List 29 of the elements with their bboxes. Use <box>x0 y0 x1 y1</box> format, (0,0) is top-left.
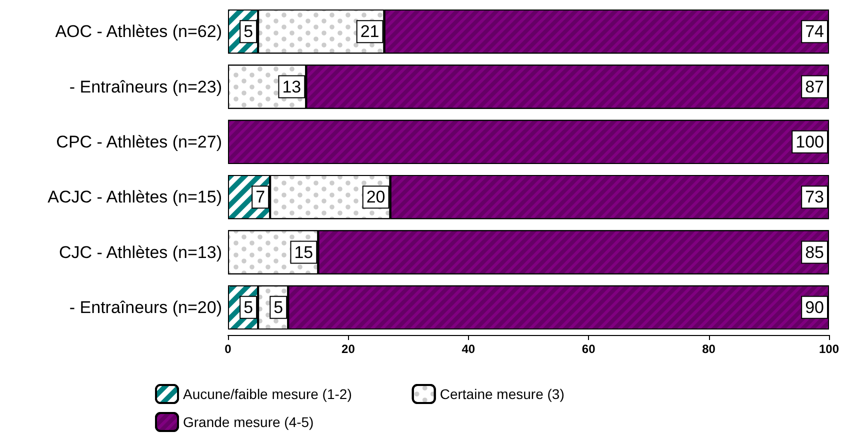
y-tick-label: - Entraîneurs (n=20) <box>69 298 222 317</box>
x-tick-label: 20 <box>342 342 356 356</box>
y-tick-label: - Entraîneurs (n=23) <box>69 77 222 96</box>
data-label: 21 <box>360 22 380 42</box>
data-label: 90 <box>805 298 824 317</box>
data-label: 74 <box>805 22 824 42</box>
x-tick-label: 100 <box>818 342 840 356</box>
y-tick-label: CPC - Athlètes (n=27) <box>56 132 222 152</box>
legend-label: Aucune/faible mesure (1-2) <box>183 386 352 402</box>
data-label: 87 <box>805 77 824 96</box>
y-tick-label: ACJC - Athlètes (n=15) <box>48 188 222 207</box>
data-label: 15 <box>294 242 314 262</box>
data-label: 73 <box>805 188 824 207</box>
data-label: 85 <box>805 242 824 262</box>
legend-label: Grande mesure (4-5) <box>183 414 314 430</box>
data-label: 7 <box>256 188 266 207</box>
data-label: 5 <box>274 298 284 317</box>
x-tick-label: 80 <box>702 342 716 356</box>
data-label: 100 <box>796 132 824 152</box>
x-tick-label: 0 <box>224 342 232 356</box>
y-tick-label: AOC - Athlètes (n=62) <box>55 22 222 42</box>
data-label: 13 <box>282 77 302 96</box>
data-label: 5 <box>244 298 254 317</box>
data-label: 20 <box>366 188 386 207</box>
x-tick-label: 60 <box>582 342 596 356</box>
data-label: 5 <box>244 22 254 42</box>
y-tick-label: CJC - Athlètes (n=13) <box>59 242 222 262</box>
x-tick-label: 40 <box>462 342 476 356</box>
legend-label: Certaine mesure (3) <box>440 386 564 402</box>
